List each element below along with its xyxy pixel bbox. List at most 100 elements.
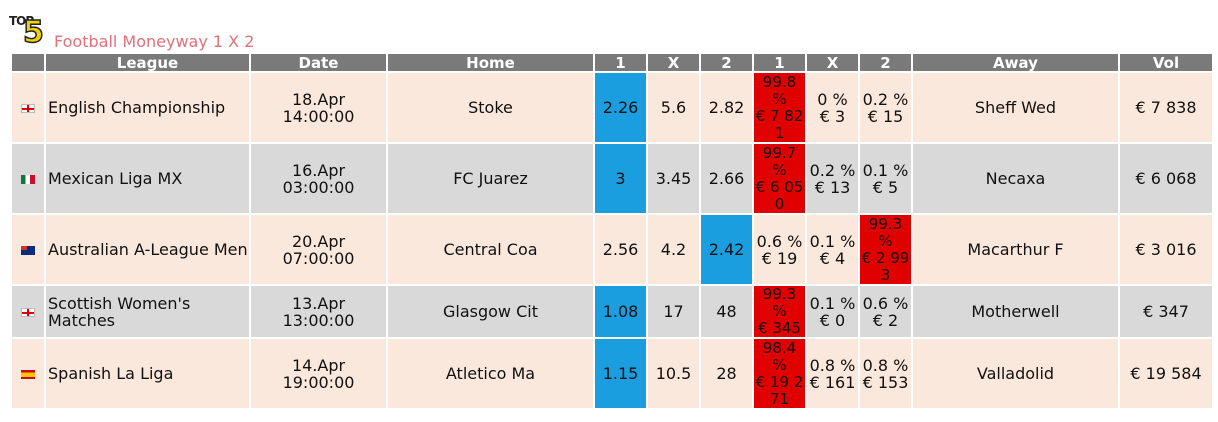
home-team-cell[interactable]: Atletico Ma	[388, 339, 593, 408]
table-row[interactable]: Scottish Women's Matches 13.Apr 13:00:00 …	[12, 286, 1212, 337]
odds-1-cell[interactable]: 2.56	[595, 215, 646, 284]
money-2-amount: € 153	[862, 372, 909, 392]
home-team-cell[interactable]: Central Coa	[388, 215, 593, 284]
header-league[interactable]: League	[46, 54, 249, 71]
flag-cell	[12, 215, 44, 284]
odds-x-cell[interactable]: 10.5	[648, 339, 699, 408]
money-2-percent: 99.3 %	[868, 215, 903, 250]
header-odds-x[interactable]: X	[648, 54, 699, 71]
odds-1-cell[interactable]: 1.08	[595, 286, 646, 337]
volume-cell: € 7 838	[1120, 73, 1212, 142]
odds-x-cell[interactable]: 5.6	[648, 73, 699, 142]
odds-1-cell[interactable]: 2.26	[595, 73, 646, 142]
page-title: Football Moneyway 1 X 2	[54, 32, 255, 51]
money-x-amount: € 3	[819, 106, 846, 126]
match-time: 13:00:00	[282, 310, 355, 330]
england-flag-icon	[21, 104, 35, 113]
table-row[interactable]: Australian A-League Men 20.Apr 07:00:00 C…	[12, 215, 1212, 284]
money-2-amount: € 5	[872, 177, 899, 197]
league-cell[interactable]: Spanish La Liga	[46, 339, 249, 408]
money-2-percent: 0.2 %	[862, 89, 909, 109]
match-time: 14:00:00	[282, 106, 355, 126]
moneyway-table: League Date Home 1 X 2 1 X 2 Away Vol En…	[10, 52, 1214, 410]
money-1-cell: 98.4 % € 19 271	[754, 339, 805, 408]
odds-2-cell[interactable]: 2.42	[701, 215, 752, 284]
money-x-cell: 0.8 % € 161	[807, 339, 858, 408]
match-date: 20.Apr	[291, 231, 346, 251]
money-2-percent: 0.8 %	[862, 355, 909, 375]
home-team-cell[interactable]: Stoke	[388, 73, 593, 142]
header-odds-1[interactable]: 1	[595, 54, 646, 71]
header-date[interactable]: Date	[251, 54, 386, 71]
odds-x-cell[interactable]: 3.45	[648, 144, 699, 213]
spain-flag-icon	[21, 370, 35, 379]
money-x-percent: 0.1 %	[809, 293, 856, 313]
money-1-amount: € 19	[761, 248, 798, 268]
league-cell[interactable]: Australian A-League Men	[46, 215, 249, 284]
australia-flag-icon	[21, 246, 35, 255]
header-row: League Date Home 1 X 2 1 X 2 Away Vol	[12, 54, 1212, 71]
odds-2-cell[interactable]: 2.82	[701, 73, 752, 142]
odds-x-cell[interactable]: 17	[648, 286, 699, 337]
league-cell[interactable]: Scottish Women's Matches	[46, 286, 249, 337]
table-row[interactable]: Spanish La Liga 14.Apr 19:00:00 Atletico …	[12, 339, 1212, 408]
money-1-percent: 98.4 %	[762, 339, 797, 374]
money-1-cell: 99.8 % € 7 821	[754, 73, 805, 142]
header-money-x[interactable]: X	[807, 54, 858, 71]
money-1-percent: 0.6 %	[756, 231, 803, 251]
away-team-cell[interactable]: Macarthur F	[913, 215, 1118, 284]
header-odds-2[interactable]: 2	[701, 54, 752, 71]
odds-x-cell[interactable]: 4.2	[648, 215, 699, 284]
money-2-amount: € 2	[872, 310, 899, 330]
league-cell[interactable]: English Championship	[46, 73, 249, 142]
header-flag	[12, 54, 44, 71]
money-2-percent: 0.1 %	[862, 160, 909, 180]
volume-cell: € 6 068	[1120, 144, 1212, 213]
england-flag-icon	[21, 308, 35, 317]
volume-cell: € 3 016	[1120, 215, 1212, 284]
money-2-cell: 0.6 % € 2	[860, 286, 911, 337]
money-x-cell: 0.1 % € 0	[807, 286, 858, 337]
mexico-flag-icon	[21, 175, 35, 184]
date-cell: 13.Apr 13:00:00	[251, 286, 386, 337]
odds-2-cell[interactable]: 2.66	[701, 144, 752, 213]
table-row[interactable]: English Championship 18.Apr 14:00:00 Stok…	[12, 73, 1212, 142]
header-money-1[interactable]: 1	[754, 54, 805, 71]
money-x-percent: 0.2 %	[809, 160, 856, 180]
home-team-cell[interactable]: FC Juarez	[388, 144, 593, 213]
away-team-cell[interactable]: Motherwell	[913, 286, 1118, 337]
match-time: 03:00:00	[282, 177, 355, 197]
money-1-percent: 99.7 %	[762, 144, 797, 179]
header-money-2[interactable]: 2	[860, 54, 911, 71]
match-date: 16.Apr	[291, 160, 346, 180]
odds-1-cell[interactable]: 3	[595, 144, 646, 213]
money-x-amount: € 161	[809, 372, 856, 392]
away-team-cell[interactable]: Valladolid	[913, 339, 1118, 408]
home-team-cell[interactable]: Glasgow Cit	[388, 286, 593, 337]
money-1-amount: € 7 821	[755, 106, 804, 142]
header-away[interactable]: Away	[913, 54, 1118, 71]
match-time: 19:00:00	[282, 372, 355, 392]
header-home[interactable]: Home	[388, 54, 593, 71]
money-1-percent: 99.8 %	[762, 73, 797, 108]
volume-cell: € 347	[1120, 286, 1212, 337]
date-cell: 18.Apr 14:00:00	[251, 73, 386, 142]
money-2-percent: 0.6 %	[862, 293, 909, 313]
table-row[interactable]: Mexican Liga MX 16.Apr 03:00:00 FC Juarez…	[12, 144, 1212, 213]
money-1-cell: 0.6 % € 19	[754, 215, 805, 284]
match-date: 18.Apr	[291, 89, 346, 109]
money-x-cell: 0 % € 3	[807, 73, 858, 142]
logo-number: 5	[22, 15, 44, 50]
odds-1-cell[interactable]: 1.15	[595, 339, 646, 408]
flag-cell	[12, 339, 44, 408]
away-team-cell[interactable]: Sheff Wed	[913, 73, 1118, 142]
away-team-cell[interactable]: Necaxa	[913, 144, 1118, 213]
odds-2-cell[interactable]: 28	[701, 339, 752, 408]
match-time: 07:00:00	[282, 248, 355, 268]
league-cell[interactable]: Mexican Liga MX	[46, 144, 249, 213]
header-vol[interactable]: Vol	[1120, 54, 1212, 71]
money-2-amount: € 2 993	[861, 248, 910, 284]
top5-logo: TOP 5	[9, 14, 51, 50]
date-cell: 16.Apr 03:00:00	[251, 144, 386, 213]
odds-2-cell[interactable]: 48	[701, 286, 752, 337]
